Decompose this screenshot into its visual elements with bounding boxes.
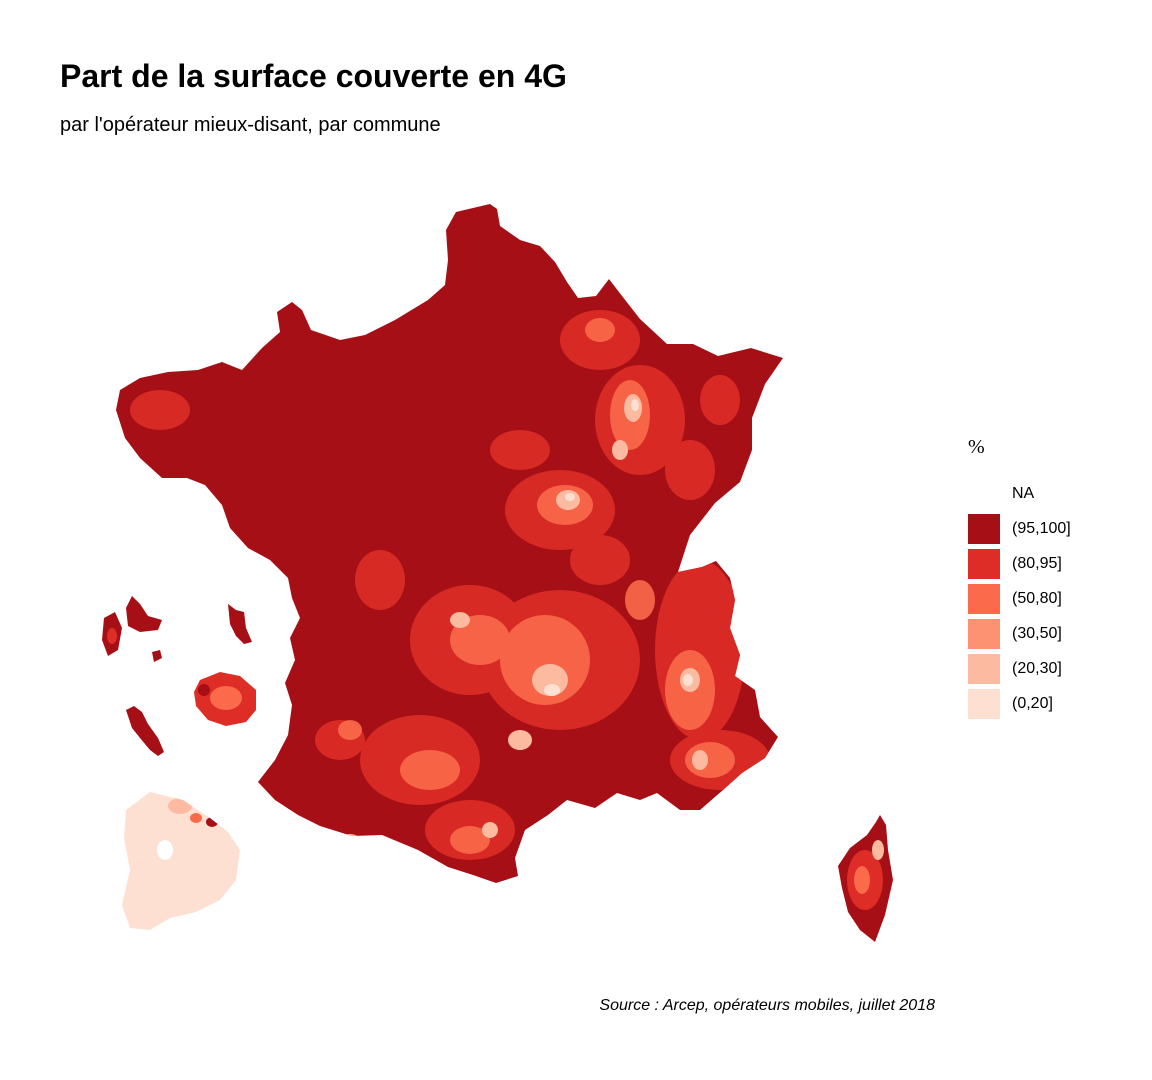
legend-item-na: NA (968, 476, 1118, 511)
region-mayotte (126, 706, 164, 756)
legend-item-20-30: (20,30] (968, 651, 1118, 686)
legend-label-20-30: (20,30] (1012, 659, 1062, 677)
legend-label-0-20: (0,20] (1012, 694, 1053, 712)
legend-label-na: NA (1012, 484, 1035, 502)
legend-swatch-20-30 (968, 653, 1000, 684)
legend-title: % (968, 436, 985, 458)
legend-label-50-80: (50,80] (1012, 589, 1062, 607)
region-guadeloupe (102, 596, 162, 662)
legend-swatch-na (968, 478, 1000, 509)
legend-item-50-80: (50,80] (968, 581, 1118, 616)
legend-label-30-50: (30,50] (1012, 624, 1062, 642)
source-note: Source : Arcep, opérateurs mobiles, juil… (599, 997, 935, 1014)
region-reunion (194, 672, 256, 726)
map-title: Part de la surface couverte en 4G (60, 58, 567, 94)
map-subtitle: par l'opérateur mieux-disant, par commun… (60, 114, 441, 136)
legend-item-95-100: (95,100] (968, 511, 1118, 546)
legend-item-0-20: (0,20] (968, 686, 1118, 721)
legend-swatch-30-50 (968, 618, 1000, 649)
legend-swatch-95-100 (968, 513, 1000, 544)
legend-label-95-100: (95,100] (1012, 519, 1071, 537)
legend-item-80-95: (80,95] (968, 546, 1118, 581)
legend-swatch-50-80 (968, 583, 1000, 614)
legend-item-30-50: (30,50] (968, 616, 1118, 651)
legend-label-80-95: (80,95] (1012, 554, 1062, 572)
region-martinique (228, 604, 252, 644)
legend-swatch-80-95 (968, 548, 1000, 579)
region-corse (838, 815, 893, 942)
legend: % NA (95,100] (80,95] (50,80] (30,50] (2… (968, 436, 1118, 721)
region-guyane (122, 792, 240, 930)
legend-swatch-0-20 (968, 688, 1000, 719)
region-metropole (116, 204, 783, 883)
